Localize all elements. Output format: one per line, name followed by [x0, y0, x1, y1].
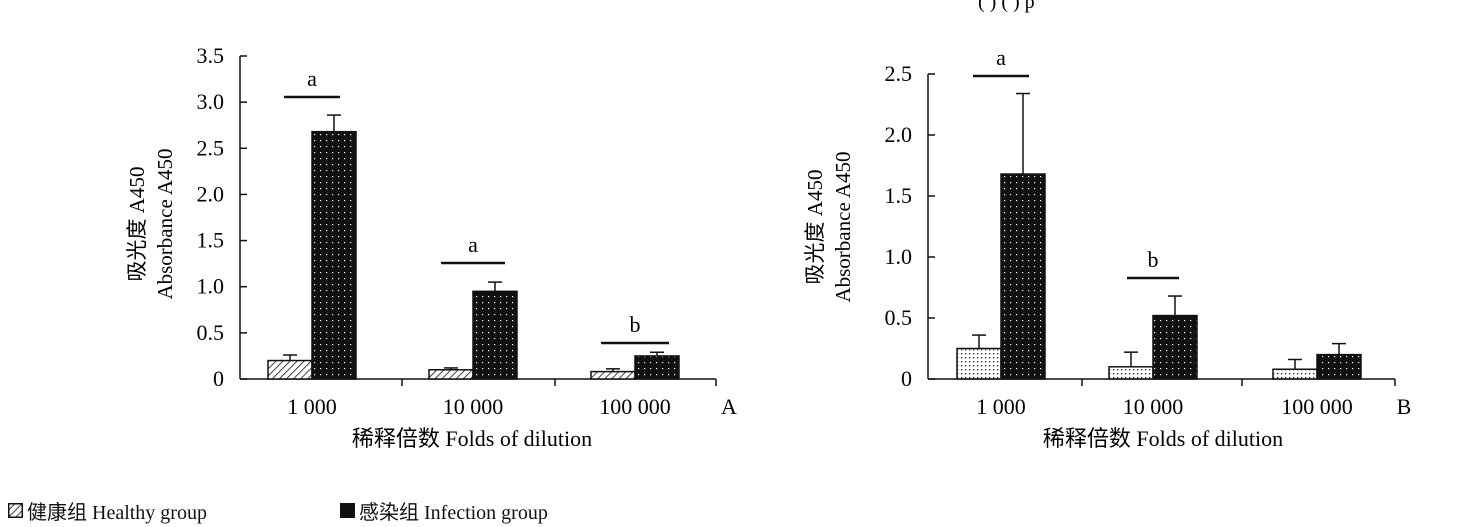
legend-label-infection: 感染组 Infection group [359, 502, 548, 524]
y-tick-label: 2.5 [197, 135, 225, 160]
chart-panel-b: 0 0.5 1.0 1.5 2.0 2.5 1 000 a 10 000 b 100 000 B 稀释倍… [803, 45, 1411, 451]
y-tick-label: 0.5 [885, 305, 913, 330]
y-axis-title-en: Absorbance A450 [153, 148, 177, 299]
bar-healthy [267, 359, 313, 380]
bar-infection [1316, 353, 1362, 380]
significance-label: b [630, 312, 641, 337]
y-tick-label: 2.0 [197, 181, 225, 206]
y-tick-label: 1.0 [885, 244, 913, 269]
x-category-label: 1 000 [287, 394, 337, 419]
y-tick-label: 1.5 [885, 183, 913, 208]
legend-label-healthy: 健康组 Healthy group [27, 502, 207, 524]
legend-swatch-dark-icon [340, 503, 355, 518]
y-axis-title-cn: 吸光度 A450 [803, 170, 827, 285]
x-category-label: 10 000 [443, 394, 504, 419]
x-category-label: 10 000 [1123, 394, 1184, 419]
x-category-label: 1 000 [976, 394, 1026, 419]
y-tick-label: 3.0 [197, 89, 225, 114]
y-tick-label: 2.5 [885, 61, 913, 86]
bar-infection [634, 355, 680, 380]
header-fragment: ( ) ( ) p [978, 0, 1035, 13]
panel-letter: B [1397, 394, 1412, 419]
bar-infection [472, 290, 518, 380]
bar-healthy [1272, 368, 1318, 380]
bar-healthy [428, 369, 474, 380]
bar-infection [311, 130, 357, 380]
significance-label: a [307, 66, 317, 91]
bar-healthy [1108, 366, 1154, 380]
x-category-label: 100 000 [599, 394, 671, 419]
bar-healthy [590, 370, 636, 380]
bar-infection [1000, 173, 1046, 380]
y-tick-label: 3.5 [197, 43, 225, 68]
legend-swatch-hatched-icon [8, 503, 23, 518]
significance-label: a [996, 45, 1006, 70]
significance-label: a [468, 232, 478, 257]
x-axis-title: 稀释倍数 Folds of dilution [1043, 426, 1283, 451]
legend-item-healthy: 健康组 Healthy group [8, 496, 207, 525]
y-tick-label: 0 [901, 366, 912, 391]
significance-label: b [1148, 247, 1159, 272]
y-tick-label: 0.5 [197, 320, 225, 345]
y-axis-title-cn: 吸光度 A450 [125, 167, 149, 282]
y-tick-label: 0 [213, 366, 224, 391]
legend-item-infection: 感染组 Infection group [340, 496, 548, 525]
bar-infection [1152, 314, 1198, 380]
y-tick-label: 1.5 [197, 228, 225, 253]
chart-panel-a: 0 0.5 1.0 1.5 2.0 2.5 3.0 3.5 1 000 a 10 000 a 100 0… [125, 43, 737, 451]
y-axis-title-en: Absorbance A450 [831, 151, 855, 302]
x-axis-title: 稀释倍数 Folds of dilution [352, 426, 592, 451]
y-tick-label: 1.0 [197, 274, 225, 299]
bar-healthy [956, 347, 1002, 380]
panel-letter: A [721, 394, 737, 419]
x-category-label: 100 000 [1281, 394, 1353, 419]
y-tick-label: 2.0 [885, 122, 913, 147]
